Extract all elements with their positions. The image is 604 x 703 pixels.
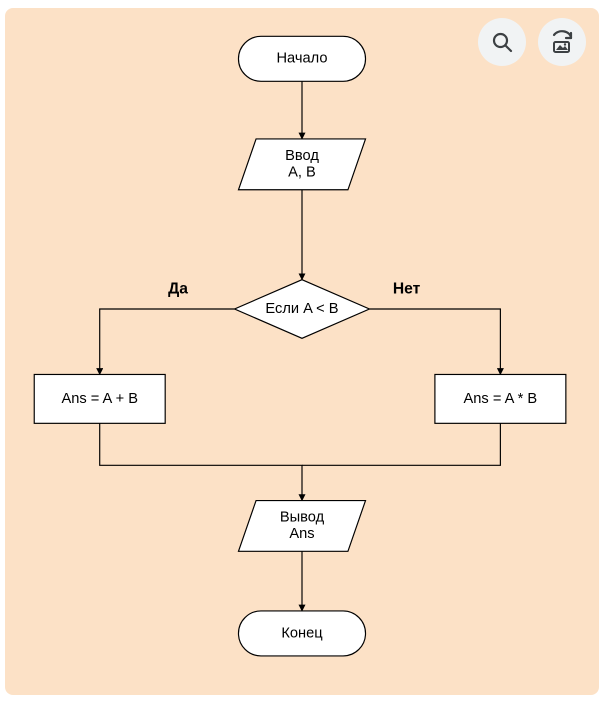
reverse-image-icon [549,29,575,55]
edge-label: Да [168,280,188,297]
reverse-image-button[interactable] [538,18,586,66]
edge [302,423,500,465]
node-text-end: Конец [281,625,323,641]
edge [100,309,235,374]
node-text-right: Ans = A * B [464,391,538,407]
search-icon [490,30,514,54]
node-text-cond: Если A < B [265,301,338,317]
node-text-left: Ans = A + B [61,391,138,407]
edge [100,423,302,500]
search-button[interactable] [478,18,526,66]
flowchart-canvas: Да Нет Начало ВводA, B Если A < B Ans = A + B… [5,8,599,695]
edge [369,309,500,374]
node-text-input: Ввод [285,148,319,164]
edge-label: Нет [393,280,421,297]
node-text-start: Начало [276,51,327,67]
toolbar [478,18,586,66]
flowchart-svg: Да Нет Начало ВводA, B Если A < B Ans = A + B… [5,8,599,695]
node-text-output: Вывод [280,510,325,526]
node-text-output: Ans [289,526,314,542]
node-text-input: A, B [288,165,316,181]
